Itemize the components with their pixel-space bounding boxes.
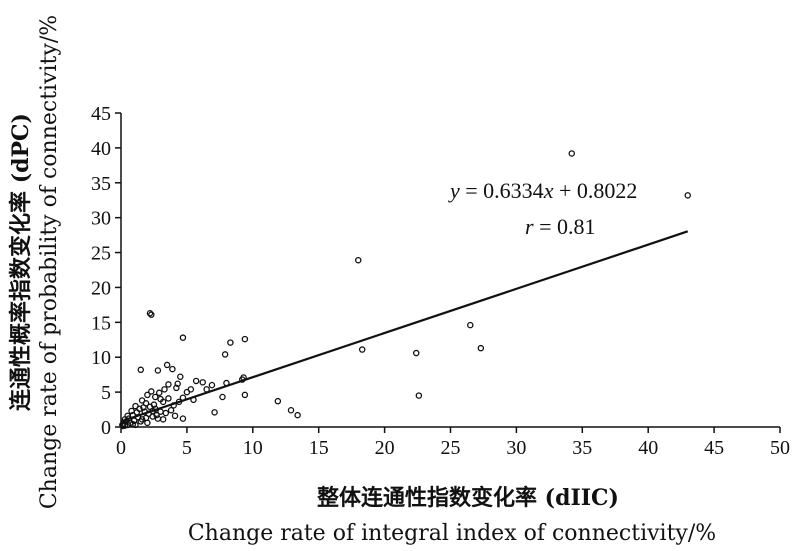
- data-point: [137, 366, 145, 374]
- data-point: [144, 419, 151, 427]
- data-point: [132, 402, 139, 410]
- y-tick-label: 15: [91, 312, 111, 334]
- data-point: [227, 339, 234, 346]
- data-point: [183, 388, 191, 396]
- data-point: [163, 361, 171, 369]
- y-tick-label: 20: [91, 277, 111, 299]
- data-point: [154, 367, 162, 374]
- x-tick-label: 40: [638, 437, 658, 459]
- data-point: [159, 416, 167, 423]
- data-point: [157, 395, 164, 403]
- y-tick-label: 30: [91, 208, 111, 230]
- data-point: [148, 388, 155, 395]
- y-tick-label: 10: [91, 347, 111, 369]
- data-point: [287, 407, 295, 414]
- x-tick-label: 10: [243, 437, 263, 459]
- data-point: [221, 351, 229, 358]
- y-tick-label: 0: [101, 417, 111, 439]
- data-point: [148, 311, 155, 318]
- data-point: [165, 395, 172, 402]
- x-tick-label: 0: [116, 437, 126, 459]
- data-point: [415, 392, 423, 399]
- y-tick-label: 35: [91, 173, 111, 195]
- data-point: [132, 421, 139, 429]
- data-point: [177, 373, 184, 381]
- data-point: [153, 411, 160, 419]
- data-point: [467, 321, 474, 329]
- data-point: [167, 407, 175, 414]
- data-point: [152, 393, 159, 401]
- data-point: [165, 381, 172, 388]
- x-tick-label: 45: [704, 437, 724, 459]
- data-point: [155, 389, 163, 397]
- x-tick-label: 35: [572, 437, 592, 459]
- data-point: [146, 310, 154, 317]
- data-point: [274, 397, 282, 405]
- data-point: [219, 393, 226, 401]
- data-point: [477, 344, 485, 352]
- data-point: [568, 150, 576, 157]
- data-point: [150, 401, 158, 408]
- data-point: [294, 411, 301, 419]
- regression-equation: y = 0.6334x + 0.8022: [448, 178, 637, 203]
- x-tick-label: 5: [182, 437, 192, 459]
- x-tick-label: 50: [770, 437, 790, 459]
- x-axis-title-en: Change rate of integral index of connect…: [188, 521, 716, 546]
- data-point: [211, 409, 218, 416]
- data-point: [179, 334, 187, 341]
- x-tick-label: 15: [309, 437, 329, 459]
- data-point: [241, 391, 249, 399]
- data-point: [161, 386, 168, 393]
- data-point: [162, 409, 170, 417]
- x-tick-label: 30: [506, 437, 526, 459]
- data-point: [169, 365, 176, 373]
- data-point: [358, 346, 366, 353]
- data-point: [137, 418, 145, 425]
- x-axis-ticks: 0 5 10 15 20 25 30 35 40 45 50: [116, 427, 790, 459]
- y-axis-title-en: Change rate of probability of connectivi…: [37, 15, 62, 509]
- data-point: [173, 384, 180, 392]
- data-point: [684, 192, 691, 199]
- y-tick-label: 25: [91, 243, 111, 265]
- data-point: [129, 420, 137, 428]
- data-point: [174, 380, 181, 387]
- y-tick-label: 45: [91, 103, 111, 125]
- data-point: [179, 415, 187, 422]
- correlation-coefficient: r = 0.81: [525, 214, 595, 239]
- x-axis-title-cn: 整体连通性指数变化率 (dIIC): [317, 485, 619, 511]
- data-point: [354, 256, 362, 264]
- x-tick-label: 20: [375, 437, 395, 459]
- data-point: [144, 391, 151, 399]
- data-point: [241, 335, 249, 343]
- data-point: [171, 412, 179, 420]
- data-point: [140, 404, 147, 411]
- x-tick-label: 25: [441, 437, 461, 459]
- data-point: [199, 379, 206, 386]
- data-point: [412, 349, 420, 357]
- y-axis-title-cn: 连通性概率指数变化率 (dPC): [8, 113, 34, 411]
- y-tick-label: 5: [101, 382, 111, 404]
- data-point: [119, 422, 127, 430]
- data-point: [208, 381, 216, 389]
- data-point: [192, 377, 200, 385]
- regression-line: [120, 230, 689, 423]
- y-axis-ticks: 0 5 10 15 20 25 30 35 40 45: [91, 103, 121, 439]
- data-point: [128, 407, 135, 415]
- y-tick-label: 40: [91, 138, 111, 160]
